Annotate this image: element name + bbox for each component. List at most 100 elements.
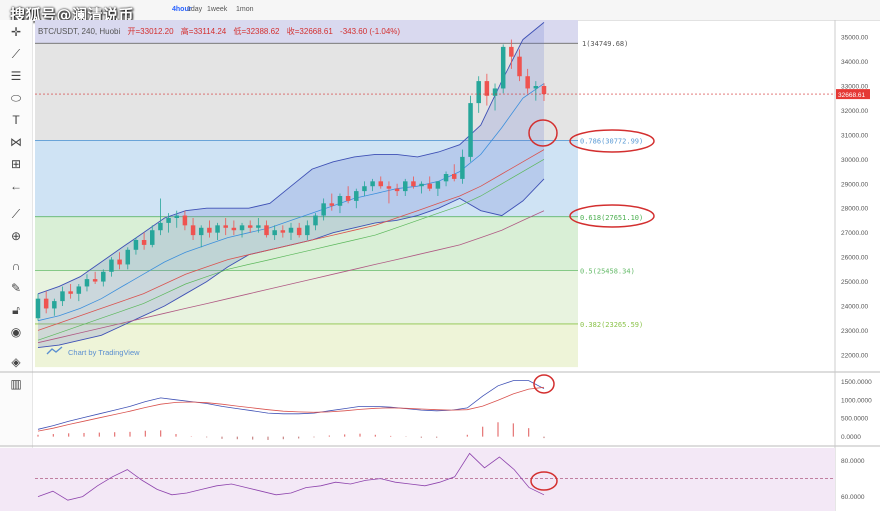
cursor-icon[interactable]: ✛ <box>10 25 22 39</box>
candle <box>305 225 310 236</box>
candle <box>52 301 57 309</box>
candle <box>435 181 441 189</box>
ma-slow <box>37 149 545 331</box>
candle <box>84 279 90 287</box>
high-value: 高=33114.24 <box>180 27 227 36</box>
fib-label: 0.786(30772.99) <box>580 137 643 145</box>
annotation-circle <box>569 204 655 228</box>
close-value: 收=32668.61 <box>286 27 333 36</box>
y-tick-label: 29000.00 <box>841 181 868 188</box>
candle <box>492 88 498 96</box>
candle <box>101 271 106 282</box>
annotation-circle <box>530 471 558 491</box>
candle <box>386 186 392 189</box>
annotation-circle <box>528 119 558 147</box>
symbol-label: BTC/USDT, 240, Huobi <box>38 27 121 36</box>
candle <box>166 218 171 223</box>
candle <box>427 183 432 189</box>
rsi-background <box>0 448 835 511</box>
candle <box>158 222 163 231</box>
tradingview-credit: Chart by TradingView <box>68 348 140 357</box>
fib-label: 0.382(23265.59) <box>580 321 643 329</box>
annotation-circle <box>569 129 655 153</box>
candle <box>500 46 506 89</box>
y-tick-label: 23000.00 <box>841 328 868 335</box>
lock-icon[interactable]: 🔓︎ <box>12 302 20 317</box>
y-tick-label: 30000.00 <box>841 157 868 164</box>
ellipse-icon[interactable]: ⬭ <box>10 90 22 105</box>
macd-tick-label: 0.0000 <box>841 434 861 441</box>
candle <box>174 215 179 218</box>
timeframe-4hour[interactable]: 4hour <box>172 6 192 13</box>
candle <box>484 81 490 96</box>
candle <box>394 188 400 192</box>
trend-line-icon[interactable]: ⟋ <box>11 46 21 61</box>
fib-zone-top <box>35 20 578 44</box>
magnet-icon[interactable]: ∩ <box>11 259 21 273</box>
candle <box>125 249 131 265</box>
rsi-tick-label: 60.0000 <box>841 494 865 501</box>
y-tick-label: 22000.00 <box>841 352 868 359</box>
candle <box>419 183 424 187</box>
candle <box>182 215 188 226</box>
candle <box>288 227 294 233</box>
y-tick-label: 34000.00 <box>841 59 868 66</box>
layers-icon[interactable]: ◈ <box>11 355 21 369</box>
macd-tick-label: 500.0000 <box>841 416 868 423</box>
candle <box>411 181 416 187</box>
candle <box>509 46 514 57</box>
candle <box>264 225 269 236</box>
last-price-label: 32668.61 <box>838 92 865 99</box>
timeframe-1week[interactable]: 1week <box>207 6 228 13</box>
bollinger-middle <box>37 83 545 322</box>
y-tick-label: 26000.00 <box>841 255 868 262</box>
trash-icon[interactable]: ▥ <box>10 377 22 391</box>
candle <box>362 186 367 192</box>
candle <box>256 225 261 228</box>
candle <box>68 291 73 294</box>
fib-zone-4 <box>35 323 578 368</box>
candle <box>451 174 457 179</box>
candle <box>215 225 220 233</box>
y-tick-label: 32000.00 <box>841 108 868 115</box>
candle <box>460 156 465 179</box>
pattern-icon[interactable]: ⋈ <box>10 135 22 149</box>
candle <box>517 56 522 77</box>
macd-dea-line <box>37 386 545 432</box>
candle <box>354 191 359 201</box>
lock-drawings-icon[interactable]: ✎ <box>10 281 22 295</box>
candle <box>76 286 82 294</box>
timeframe-1mon[interactable]: 1mon <box>236 6 254 13</box>
candle <box>321 203 326 216</box>
candle <box>43 298 49 309</box>
text-icon[interactable]: T <box>12 113 20 127</box>
zoom-icon[interactable]: ⊕ <box>10 229 22 243</box>
rsi-line <box>37 452 545 501</box>
macd-dif-line <box>37 380 545 430</box>
fib-label: 0.618(27651.10) <box>580 214 643 222</box>
fib-label: 1(34749.68) <box>582 40 628 48</box>
eye-icon[interactable]: ◉ <box>10 325 22 339</box>
candle <box>541 86 547 95</box>
candle <box>92 279 98 282</box>
fib-zone-1 <box>35 140 578 217</box>
candle <box>370 181 375 187</box>
timeframe-1day[interactable]: 1day <box>187 6 203 13</box>
fib-icon[interactable]: ⊞ <box>10 157 22 171</box>
arrow-icon[interactable]: ← <box>10 179 22 193</box>
candle <box>345 196 351 201</box>
horizontal-lines-icon[interactable]: ☰ <box>10 69 22 83</box>
candle <box>109 259 114 272</box>
candle <box>198 227 204 236</box>
y-tick-label: 31000.00 <box>841 132 868 139</box>
candle <box>329 203 335 206</box>
candle <box>533 86 539 89</box>
change-value: -343.60 (-1.04%) <box>340 27 401 36</box>
ma-long <box>37 210 545 344</box>
last-price-tag <box>836 89 870 100</box>
y-tick-label: 28000.00 <box>841 206 868 213</box>
ma-mid <box>37 158 545 341</box>
candle <box>231 227 237 231</box>
ruler-icon[interactable]: ⟋ <box>11 206 21 221</box>
